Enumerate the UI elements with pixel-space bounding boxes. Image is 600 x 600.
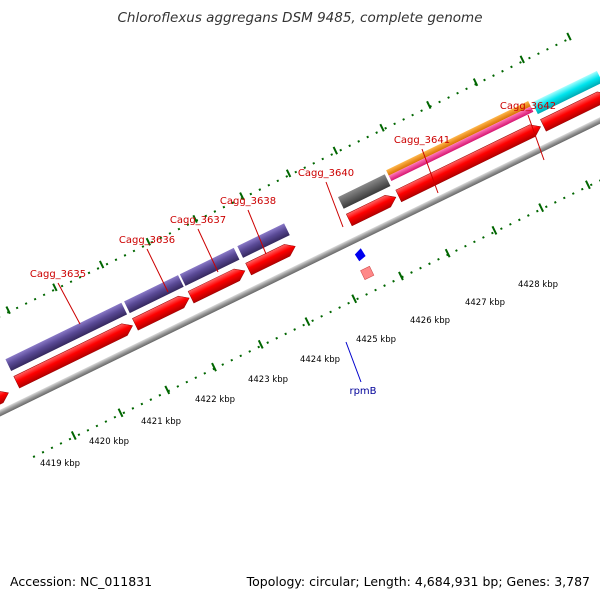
kbp-scale-label: 4422 kbp [195, 395, 235, 405]
cds-arrow-left-edge [0, 390, 9, 414]
kbp-scale-label: 4424 kbp [300, 355, 340, 365]
rna-feature-blue [354, 248, 366, 262]
lower-guide-dots [32, 162, 600, 458]
lower-major-tick [304, 317, 311, 327]
lower-major-tick [398, 271, 404, 281]
kbp-scale-label: 4420 kbp [89, 437, 129, 447]
kbp-scale-label: 4419 kbp [40, 459, 80, 469]
upper-guide-dots [0, 35, 574, 345]
upper-major-tick [379, 123, 385, 132]
lower-major-tick [585, 180, 591, 190]
rna-label: rpmB [349, 386, 376, 397]
lower-major-tick [117, 408, 124, 418]
genome-summary-text: Topology: circular; Length: 4,684,931 bp… [246, 574, 590, 589]
upper-major-tick [98, 260, 105, 269]
rna-feature-pink [360, 265, 375, 280]
feature-bar-magenta [388, 106, 534, 182]
gene-leader-line [146, 248, 169, 293]
gene-label: Cagg_3638 [220, 196, 276, 207]
cds-bar-cagg-3635 [5, 302, 128, 371]
upper-major-tick [192, 214, 198, 223]
upper-major-tick [5, 306, 11, 315]
map-title: Chloroflexus aggregans DSM 9485, complet… [117, 10, 482, 26]
upper-major-tick [566, 32, 572, 41]
gene-leader-line [247, 209, 267, 255]
gene-leader-line [421, 148, 439, 194]
cds-bar-cagg-3638 [237, 223, 290, 258]
gene-leader-line [57, 282, 81, 325]
gene-leader-line [527, 114, 545, 161]
lower-major-tick [164, 385, 171, 395]
upper-major-tick [472, 78, 479, 87]
feature-bar-orange [386, 101, 531, 176]
cds-arrow-cagg-3641 [395, 124, 541, 203]
rotated-track [0, 32, 600, 458]
cds-bar-cagg-3637 [179, 247, 240, 286]
cds-arrow-cagg-3636 [132, 295, 190, 331]
gene-leader-line [197, 228, 219, 273]
lower-major-tick [444, 248, 451, 258]
upper-major-tick [519, 55, 525, 64]
gene-label: Cagg_3640 [298, 168, 354, 179]
gene-label: Cagg_3636 [119, 235, 175, 246]
feature-bar-cyan [532, 70, 600, 115]
kbp-scale-label: 4421 kbp [141, 417, 181, 427]
upper-major-tick [285, 169, 292, 178]
cds-arrow-cagg-3638 [245, 244, 296, 276]
lower-major-tick [211, 362, 217, 372]
kbp-scale-label: 4428 kbp [518, 280, 558, 290]
kbp-scale-label: 4427 kbp [465, 298, 505, 308]
lower-major-tick [491, 225, 498, 235]
gene-label: Cagg_3642 [500, 101, 556, 112]
upper-major-tick [52, 283, 58, 292]
cds-arrow-cagg-3642 [540, 91, 600, 132]
upper-major-tick [239, 192, 245, 201]
feature-bar-gray [337, 174, 391, 209]
upper-major-tick [145, 237, 152, 246]
gene-label: Cagg_3637 [170, 215, 226, 226]
lower-major-tick [257, 339, 264, 349]
accession-text: Accession: NC_011831 [10, 574, 152, 589]
lower-major-tick [70, 431, 77, 441]
cds-arrow-cagg-3640 [345, 195, 397, 227]
cds-bar-cagg-3636 [124, 275, 184, 314]
rna-leader-line [345, 341, 362, 383]
upper-major-tick [426, 100, 432, 109]
kbp-scale-label: 4425 kbp [356, 335, 396, 345]
feature-track: Cagg_3635 Cagg_3636 Cagg_3637 Cagg_3638 Cagg… [0, 32, 600, 469]
lower-major-tick [351, 294, 358, 304]
gene-label: Cagg_3635 [30, 269, 86, 280]
kbp-scale-label: 4426 kbp [410, 316, 450, 326]
genome-backbone [0, 112, 600, 425]
upper-major-tick [332, 146, 338, 155]
kbp-scale-label: 4423 kbp [248, 375, 288, 385]
gene-label: Cagg_3641 [394, 135, 450, 146]
cds-arrow-cagg-3635 [13, 323, 133, 389]
cds-arrow-cagg-3637 [187, 268, 246, 304]
gene-leader-line [325, 181, 344, 228]
lower-major-tick [538, 203, 545, 213]
